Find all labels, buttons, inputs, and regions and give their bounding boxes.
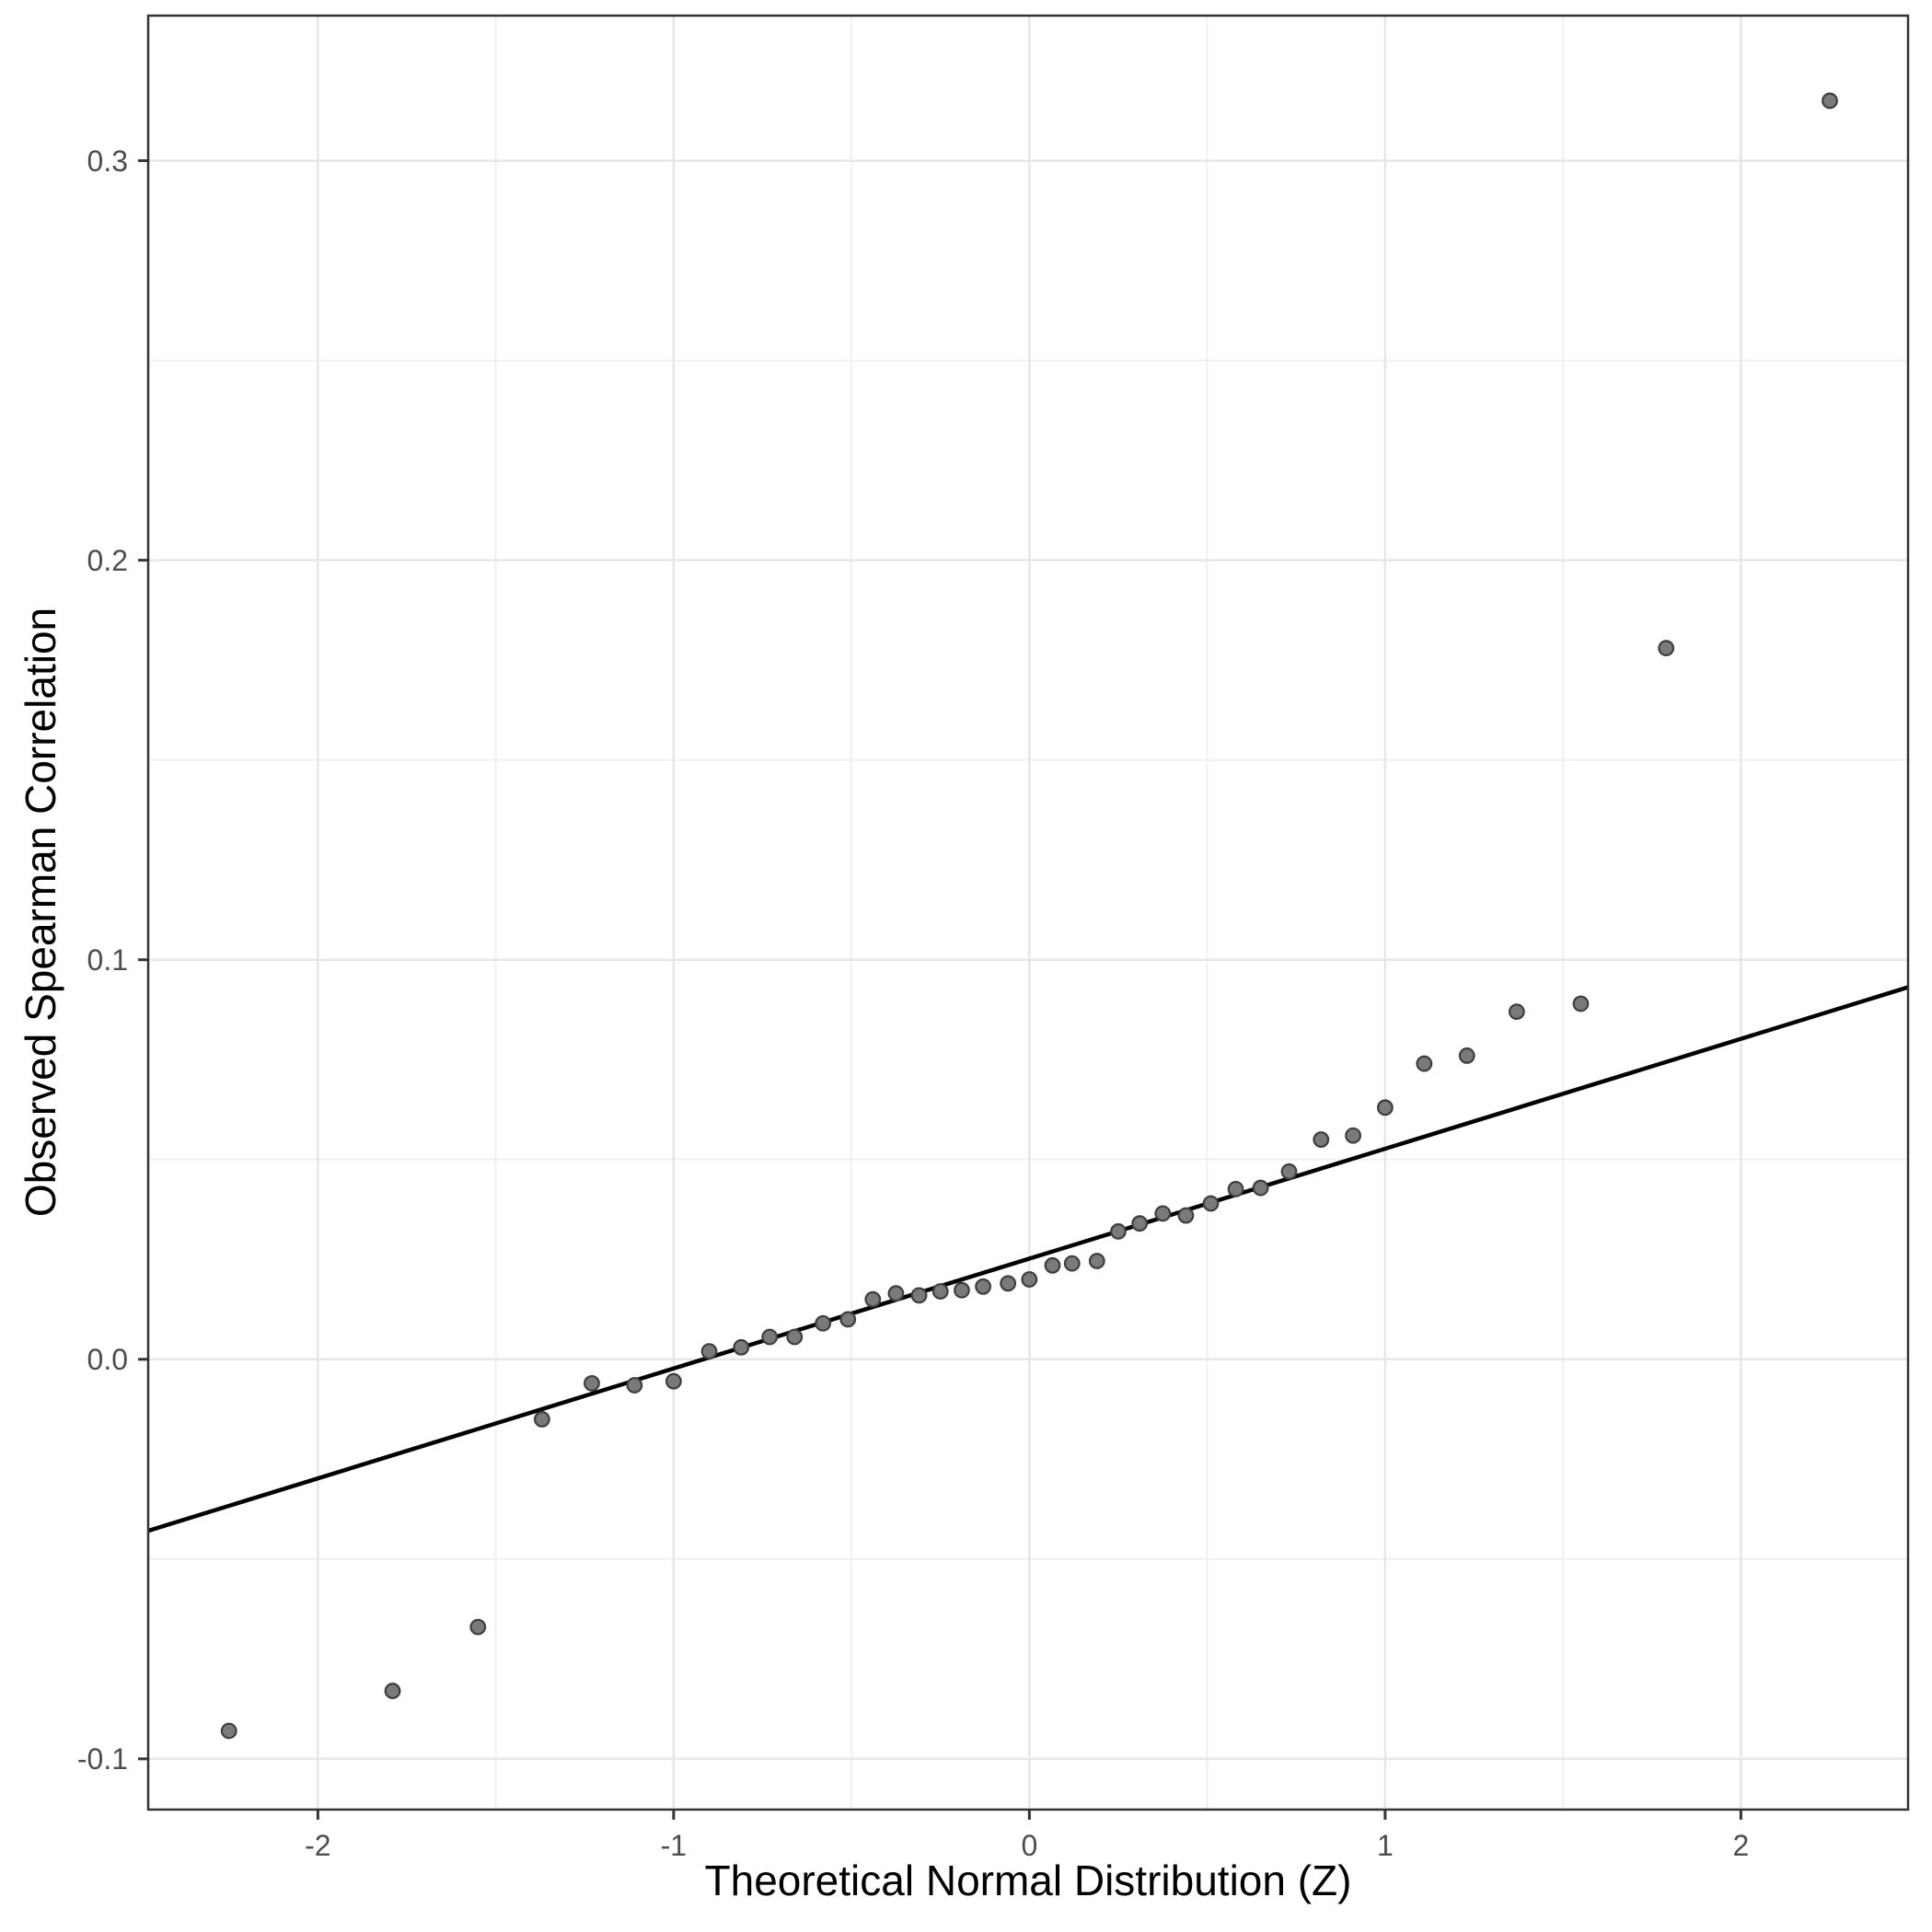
data-point — [1088, 1253, 1105, 1269]
data-point — [665, 1372, 682, 1390]
data-point — [384, 1683, 401, 1699]
x-tick-label: -1 — [661, 1829, 687, 1862]
data-point — [761, 1328, 779, 1346]
x-tick-label: 1 — [1377, 1829, 1394, 1862]
x-tick-label: 0 — [1021, 1829, 1037, 1862]
data-point — [700, 1343, 718, 1360]
x-tick-labels: -2 -1 0 1 2 — [305, 1829, 1749, 1862]
x-tick-label: 2 — [1732, 1829, 1749, 1862]
data-point — [815, 1314, 832, 1332]
data-point — [533, 1411, 550, 1428]
y-tick-label: 0.2 — [87, 544, 128, 577]
data-point — [1252, 1179, 1269, 1197]
data-point — [887, 1285, 905, 1302]
data-point — [1131, 1215, 1149, 1232]
reference-line — [147, 985, 1909, 1533]
data-point — [469, 1618, 487, 1636]
data-point — [1313, 1131, 1330, 1148]
data-point — [1572, 995, 1590, 1012]
data-point — [1376, 1099, 1394, 1116]
plot-panel — [148, 16, 1908, 1810]
data-point — [220, 1722, 237, 1740]
data-point — [1000, 1275, 1017, 1292]
data-point — [1063, 1255, 1081, 1272]
y-axis-title: Observed Spearman Correlation — [17, 607, 64, 1218]
data-point — [839, 1311, 857, 1328]
grid-major — [148, 16, 1908, 1810]
data-point — [1345, 1127, 1361, 1144]
data-point — [1658, 640, 1675, 657]
data-point — [733, 1338, 750, 1356]
data-point — [975, 1278, 992, 1295]
data-point — [1177, 1207, 1195, 1224]
y-tick-label: 0.1 — [87, 943, 128, 977]
data-point — [954, 1281, 970, 1299]
data-point — [1110, 1222, 1127, 1240]
data-point — [1280, 1163, 1298, 1180]
data-point — [1822, 92, 1838, 110]
data-point — [1416, 1055, 1433, 1072]
grid-minor — [148, 16, 1908, 1810]
data-point — [786, 1328, 804, 1346]
y-tick-labels: -0.1 0.0 0.1 0.2 0.3 — [77, 145, 128, 1776]
data-point — [1154, 1205, 1172, 1222]
data-point — [1458, 1047, 1475, 1064]
data-point — [584, 1374, 600, 1392]
data-point — [1227, 1180, 1244, 1197]
data-point — [931, 1283, 949, 1300]
x-tick-label: -2 — [305, 1829, 330, 1862]
axis-ticks — [138, 159, 1742, 1820]
y-tick-label: 0.3 — [87, 145, 128, 178]
data-point — [1202, 1195, 1220, 1212]
y-tick-label: -0.1 — [77, 1742, 128, 1776]
y-tick-label: 0.0 — [87, 1343, 128, 1376]
data-point — [910, 1287, 928, 1304]
data-point — [1508, 1003, 1525, 1021]
data-points — [220, 92, 1838, 1740]
data-point — [864, 1290, 882, 1308]
x-axis-title: Theoretical Normal Distribution (Z) — [704, 1857, 1352, 1904]
data-point — [1021, 1271, 1038, 1288]
data-point — [1044, 1256, 1061, 1274]
data-point — [626, 1377, 643, 1394]
